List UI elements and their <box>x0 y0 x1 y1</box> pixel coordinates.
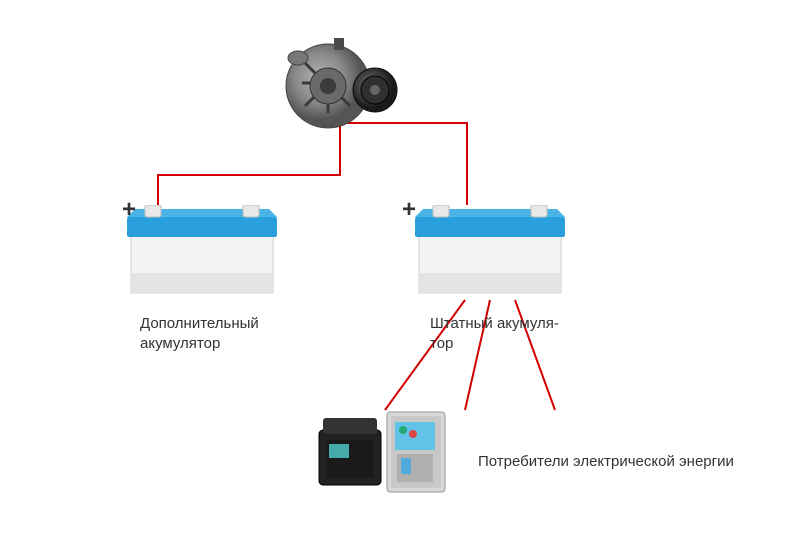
plus-mark: + <box>402 196 416 224</box>
label-main-battery: Штатный акумуля- тор <box>430 314 600 353</box>
battery-additional <box>127 205 277 300</box>
label-additional-battery: Дополнительный акумулятор <box>140 314 310 353</box>
plus-mark: + <box>122 196 136 224</box>
consumers <box>315 400 455 500</box>
label-consumers: Потребители электрической энергии <box>478 452 734 472</box>
diagram-canvas: + + Дополнительный акумулятор Штатный ак… <box>0 0 800 533</box>
battery-main <box>415 205 565 300</box>
alternator <box>280 28 400 138</box>
